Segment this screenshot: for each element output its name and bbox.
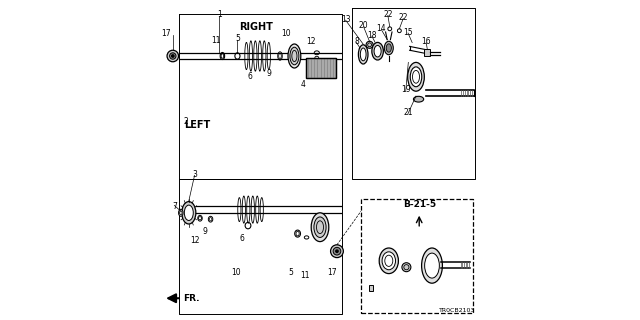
Text: 11: 11 — [300, 271, 309, 280]
Ellipse shape — [410, 67, 422, 87]
Ellipse shape — [358, 45, 368, 64]
Text: TR0CB2103: TR0CB2103 — [439, 308, 475, 313]
Ellipse shape — [382, 252, 396, 270]
Circle shape — [172, 55, 174, 57]
Text: 10: 10 — [282, 29, 291, 38]
Bar — [424, 49, 430, 56]
Ellipse shape — [372, 43, 383, 60]
Bar — [306, 58, 336, 78]
Ellipse shape — [311, 213, 329, 242]
Ellipse shape — [182, 202, 196, 224]
Ellipse shape — [290, 47, 299, 65]
Text: 3: 3 — [192, 170, 197, 179]
Ellipse shape — [408, 62, 424, 91]
Text: 6: 6 — [247, 72, 252, 81]
Text: 19: 19 — [401, 85, 411, 94]
Circle shape — [331, 245, 344, 258]
Text: 18: 18 — [367, 31, 376, 40]
Ellipse shape — [374, 45, 381, 57]
Circle shape — [167, 50, 179, 62]
Bar — [306, 58, 336, 78]
Circle shape — [170, 53, 176, 59]
Text: 9: 9 — [266, 69, 271, 78]
Ellipse shape — [184, 205, 193, 220]
Ellipse shape — [314, 217, 326, 237]
Text: 4: 4 — [301, 80, 306, 89]
Ellipse shape — [384, 41, 393, 55]
Text: LEFT: LEFT — [184, 120, 211, 130]
Text: 17: 17 — [161, 29, 171, 38]
Text: 10: 10 — [231, 268, 241, 277]
Text: 11: 11 — [211, 36, 221, 44]
Text: 20: 20 — [358, 21, 369, 30]
Text: 17: 17 — [327, 268, 337, 277]
Text: 14: 14 — [376, 24, 387, 33]
Ellipse shape — [366, 41, 373, 48]
Text: 1: 1 — [217, 10, 221, 19]
Text: 16: 16 — [421, 37, 431, 46]
Circle shape — [336, 250, 339, 252]
Ellipse shape — [402, 263, 411, 272]
Text: 22: 22 — [383, 10, 392, 19]
Ellipse shape — [179, 209, 183, 216]
Ellipse shape — [386, 44, 391, 52]
Text: 5: 5 — [288, 268, 293, 277]
Bar — [369, 285, 373, 291]
Circle shape — [333, 247, 341, 255]
Text: 15: 15 — [403, 28, 413, 36]
Text: 7: 7 — [172, 202, 177, 211]
Text: B-21-5: B-21-5 — [403, 200, 436, 209]
Ellipse shape — [413, 96, 424, 102]
Text: 6: 6 — [239, 234, 244, 243]
Ellipse shape — [422, 248, 442, 283]
Text: RIGHT: RIGHT — [239, 22, 273, 32]
Text: 21: 21 — [403, 108, 413, 117]
Ellipse shape — [425, 253, 440, 278]
Bar — [361, 199, 473, 313]
Text: 8: 8 — [354, 37, 359, 46]
Text: 12: 12 — [190, 236, 199, 245]
Text: 13: 13 — [341, 15, 351, 24]
Ellipse shape — [379, 248, 398, 274]
Text: 22: 22 — [399, 13, 408, 22]
Text: FR.: FR. — [184, 294, 200, 303]
Ellipse shape — [360, 48, 366, 61]
Text: 12: 12 — [307, 37, 316, 46]
Text: 5: 5 — [235, 34, 240, 43]
Text: 2: 2 — [183, 117, 188, 126]
Text: 9: 9 — [202, 228, 207, 236]
Ellipse shape — [288, 44, 301, 68]
